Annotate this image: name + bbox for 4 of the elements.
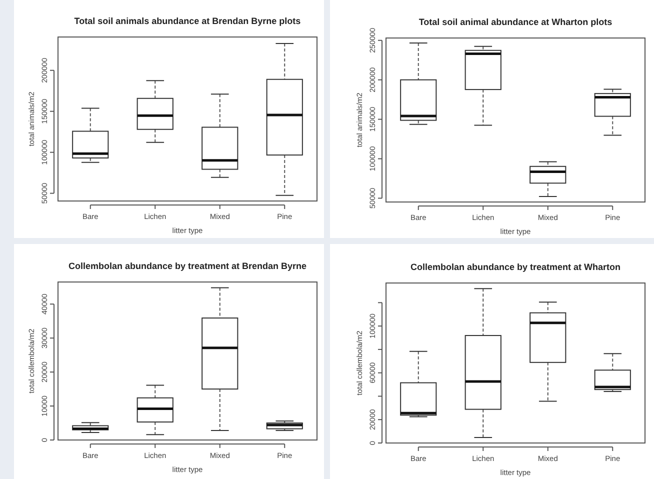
chart-title: Total soil animal abundance at Wharton plots: [418, 17, 612, 27]
chart-title: Collembolan abundance by treatment at Wharton: [410, 262, 621, 272]
chart-title: Total soil animals abundance at Brendan Byrne plots: [74, 16, 301, 26]
chart-title: Collembolan abundance by treatment at Brendan Byrne: [68, 261, 307, 271]
